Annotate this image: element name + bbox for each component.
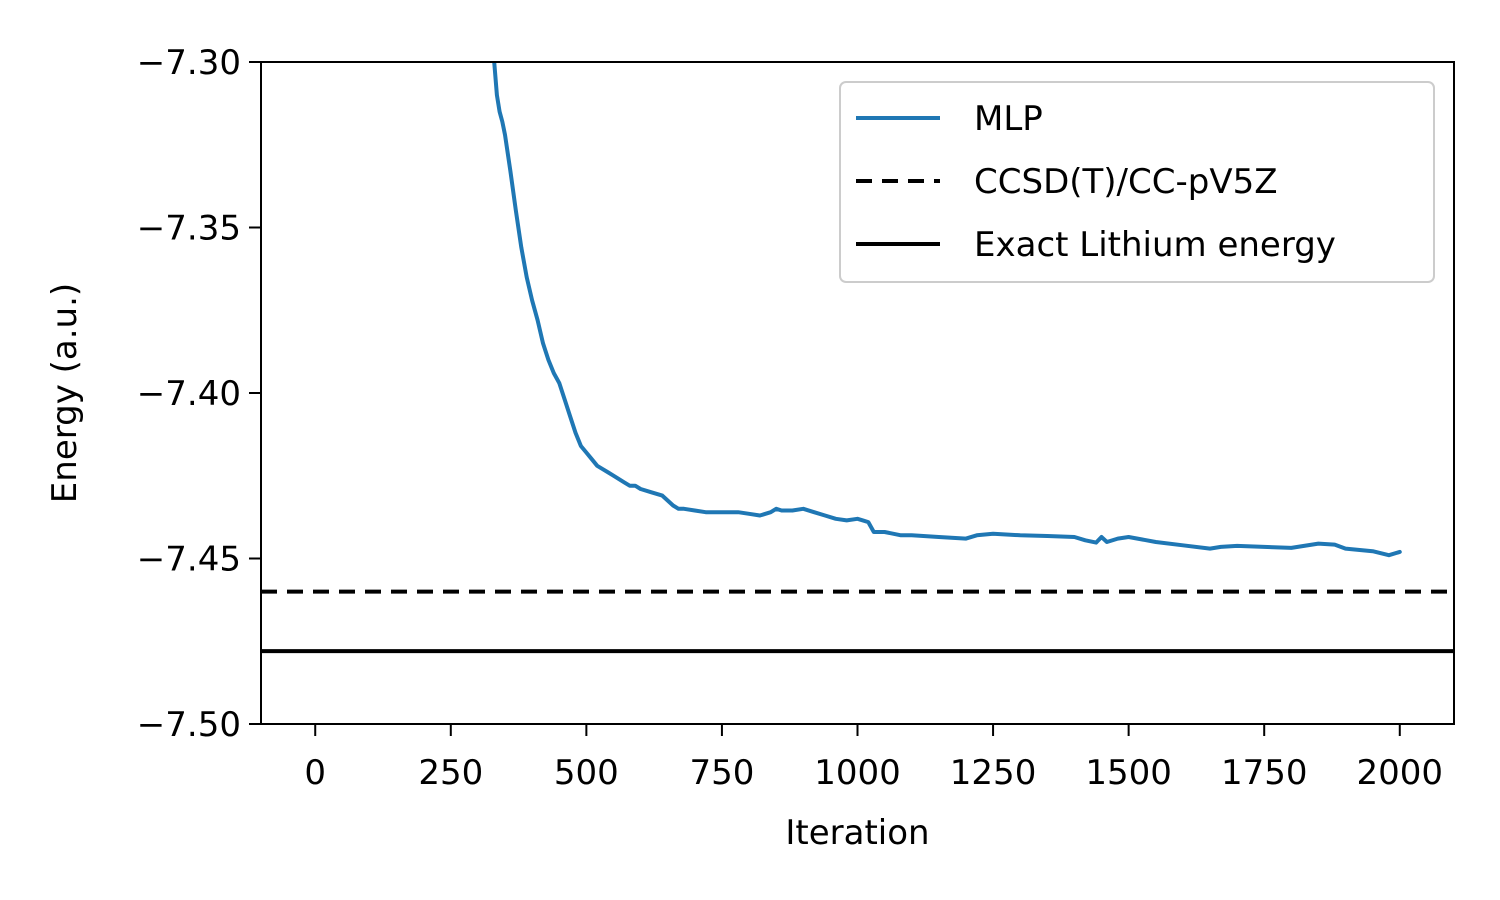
plot-area: [261, 62, 1454, 654]
series-line-mlp: [492, 62, 1402, 558]
x-tick-label: 500: [554, 753, 619, 793]
x-tick-label: 250: [418, 753, 483, 793]
x-tick-label: 1500: [1085, 753, 1172, 793]
y-tick-label: −7.30: [137, 43, 241, 83]
y-tick-label: −7.35: [137, 209, 241, 249]
x-tick-label: 1000: [814, 753, 901, 793]
legend-label: MLP: [974, 99, 1043, 139]
y-tick-label: −7.50: [137, 705, 241, 745]
legend-label: CCSD(T)/CC-pV5Z: [974, 162, 1278, 202]
x-tick-label: 0: [304, 753, 326, 793]
x-tick-label: 2000: [1357, 753, 1444, 793]
legend-label: Exact Lithium energy: [974, 225, 1336, 265]
y-tick-label: −7.40: [137, 374, 241, 414]
x-tick-label: 1250: [950, 753, 1037, 793]
x-axis-label: Iteration: [785, 813, 929, 853]
y-axis-label: Energy (a.u.): [45, 283, 85, 503]
x-tick-label: 750: [689, 753, 754, 793]
legend-box: [839, 81, 1435, 283]
y-tick-label: −7.45: [137, 540, 241, 580]
legend: MLP CCSD(T)/CC-pV5Z Exact Lithium energy: [839, 81, 1435, 283]
axes: 0 250 500 750 1000 1250 1500 1750 2000 −7.50 −7.45…: [45, 43, 1455, 853]
x-tick-label: 1750: [1221, 753, 1308, 793]
